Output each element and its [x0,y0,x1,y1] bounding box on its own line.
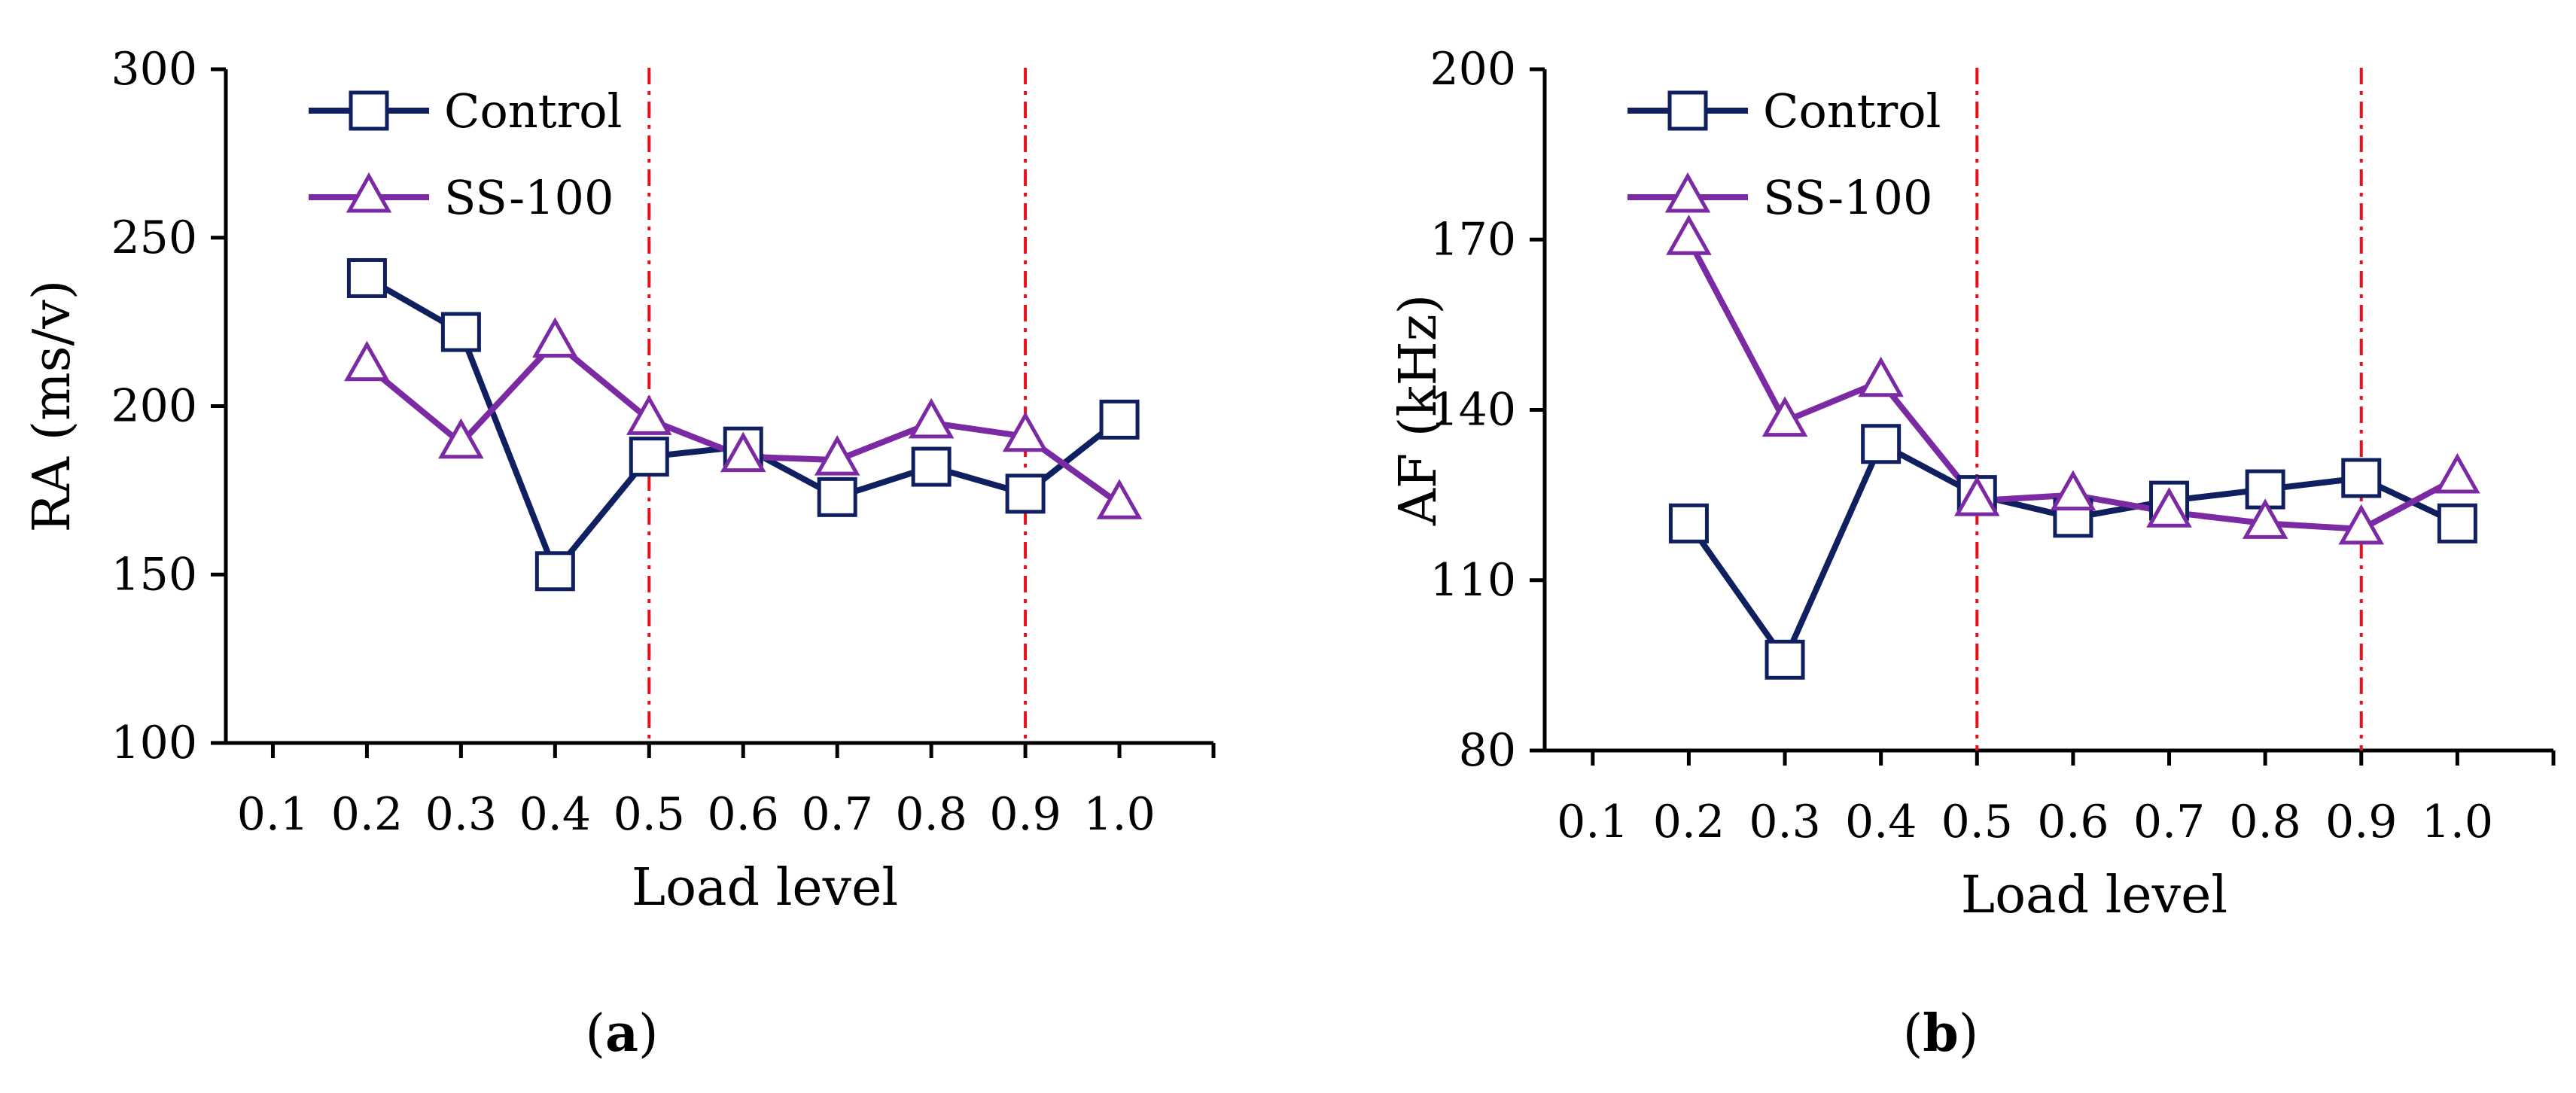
x-axis-title: Load level [1961,866,2227,925]
data-point-control [1099,399,1140,440]
data-point-control [1765,639,1805,680]
y-tick-label: 300 [111,43,197,96]
data-point-control [534,551,575,592]
x-tick-label: 1.0 [1083,788,1155,841]
x-tick-label: 0.4 [1845,796,1917,848]
data-point-ss-100 [1954,476,2000,516]
legend-marker [1667,90,1708,131]
y-tick-label: 140 [1430,384,1516,437]
caption-letter: b [1923,1003,1959,1064]
data-point-control [1668,503,1709,543]
x-tick-label: 0.1 [1557,796,1628,848]
caption-open-paren: ( [585,1004,605,1064]
caption-close-paren: ) [1959,1004,1979,1064]
y-tick-label: 100 [111,717,197,769]
x-tick-label: 0.5 [1941,796,2013,848]
x-tick-label: 1.0 [2422,796,2493,848]
data-point-ss-100 [908,397,955,439]
x-tick-label: 0.9 [2325,796,2397,848]
y-tick-label: 170 [1430,213,1516,266]
panel-caption: (b) [1903,1003,1979,1064]
data-point-ss-100 [2050,470,2096,511]
data-point-ss-100 [1858,356,1904,397]
y-tick-label: 250 [111,212,197,264]
legend-label: SS-100 [1763,170,1932,225]
x-tick-label: 0.2 [331,788,403,841]
data-point-control [2341,458,2382,498]
data-point-control [1005,473,1046,514]
x-tick-label: 0.5 [614,788,685,841]
legend-marker [346,172,392,213]
y-axis-title: RA (ms/v) [23,280,82,533]
data-point-control [346,257,387,298]
x-tick-label: 0.1 [237,788,309,841]
caption-letter: a [605,1003,638,1064]
y-tick-label: 200 [111,380,197,433]
caption-close-paren: ) [638,1004,659,1064]
data-point-control [911,446,952,487]
y-axis-title: AF (kHz) [1389,294,1448,526]
x-tick-label: 0.4 [519,788,591,841]
data-point-ss-100 [438,418,484,459]
data-point-control [817,476,857,517]
x-tick-label: 0.3 [1749,796,1820,848]
data-point-ss-100 [532,317,578,358]
data-point-control [2437,503,2477,543]
legend-marker [349,90,389,131]
legend-label: Control [444,84,622,139]
data-point-ss-100 [720,431,766,473]
data-point-ss-100 [2434,452,2480,494]
data-point-ss-100 [1761,396,1808,437]
legend-marker [1664,172,1711,213]
data-point-control [1861,424,1902,464]
x-tick-label: 0.8 [2229,796,2300,848]
data-point-ss-100 [2242,498,2288,539]
x-tick-label: 0.7 [2133,796,2205,848]
x-tick-label: 0.2 [1653,796,1725,848]
x-axis-title: Load level [632,858,898,918]
data-point-ss-100 [626,394,672,435]
data-point-ss-100 [2338,504,2385,545]
y-tick-label: 80 [1459,724,1516,777]
data-point-control [440,312,481,352]
x-tick-label: 0.9 [989,788,1061,841]
chart-panel-b: 80 110 140 170 200 0.1 0.2 0.3 0.4 0.5 0.6 0.7 0.8 0.… [1389,43,2556,1064]
data-point-ss-100 [2146,487,2192,528]
x-tick-label: 0.7 [801,788,872,841]
data-point-ss-100 [814,435,860,476]
legend-label: Control [1763,84,1941,139]
x-tick-label: 0.6 [2037,796,2109,848]
chart-panel-a: 100 150 200 250 300 0.1 0.2 0.3 0.4 0.5 0.6 0.7 0.8 0… [23,43,1216,1064]
x-tick-label: 0.6 [708,788,779,841]
panel-caption: (a) [585,1003,658,1064]
caption-open-paren: ( [1903,1004,1923,1064]
x-tick-label: 0.3 [425,788,497,841]
data-point-ss-100 [1666,215,1712,255]
legend-label: SS-100 [444,170,614,225]
y-tick-label: 110 [1430,554,1516,607]
y-tick-label: 150 [111,548,197,601]
data-point-ss-100 [344,340,390,382]
y-tick-label: 200 [1430,43,1516,96]
x-tick-label: 0.8 [895,788,967,841]
data-point-ss-100 [1002,411,1049,452]
data-point-control [629,437,669,477]
data-point-ss-100 [1096,479,1143,519]
